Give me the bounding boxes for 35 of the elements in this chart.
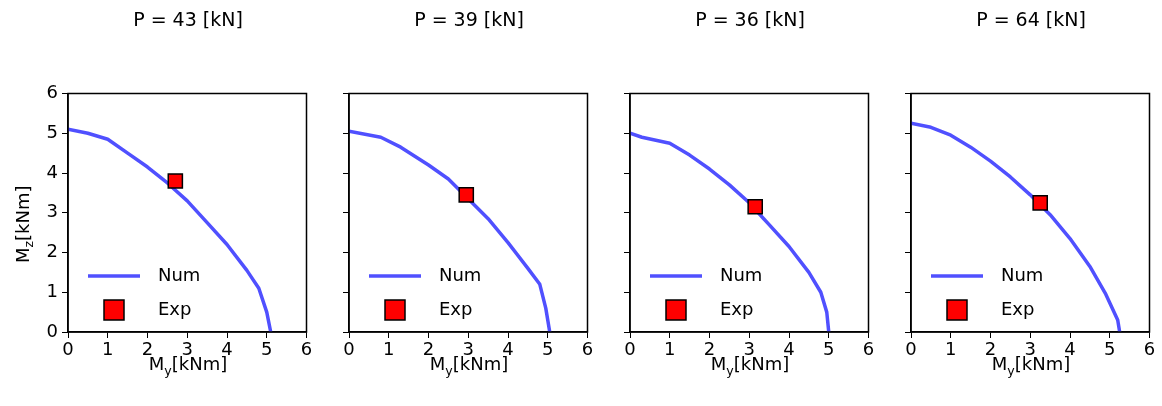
y-tick-label: 1 xyxy=(46,279,58,301)
x-tick-label: 1 xyxy=(664,338,676,360)
legend-label: Num xyxy=(439,263,482,285)
y-tick-label: 6 xyxy=(46,81,58,103)
y-tick-label: 3 xyxy=(46,200,58,222)
y-tick-label: 5 xyxy=(46,120,58,142)
legend-label: Exp xyxy=(158,297,192,319)
chart-title: P = 39 [kN] xyxy=(413,8,525,30)
x-tick-label: 6 xyxy=(581,338,594,360)
legend-label: Exp xyxy=(720,297,754,319)
x-tick-label: 6 xyxy=(300,338,313,360)
y-tick-label: 0 xyxy=(46,319,58,341)
y-tick-label: 2 xyxy=(46,240,58,262)
x-tick-label: 1 xyxy=(383,338,395,360)
legend-label: Exp xyxy=(439,297,473,319)
x-tick-label: 1 xyxy=(102,338,114,360)
x-tick-label: 5 xyxy=(1104,338,1116,360)
x-tick-label: 1 xyxy=(945,338,957,360)
legend-label: Num xyxy=(1001,263,1044,285)
chart-title: P = 43 [kN] xyxy=(132,8,244,30)
x-tick-label: 6 xyxy=(1143,338,1156,360)
legend-label: Num xyxy=(720,263,763,285)
x-tick-label: 5 xyxy=(542,338,554,360)
x-tick-label: 0 xyxy=(62,338,74,360)
chart-title: P = 64 [kN] xyxy=(975,8,1087,30)
legend-label: Exp xyxy=(1001,297,1035,319)
x-tick-label: 6 xyxy=(862,338,875,360)
y-tick-label: 4 xyxy=(46,160,58,182)
chart-title: P = 36 [kN] xyxy=(694,8,806,30)
x-tick-label: 0 xyxy=(905,338,917,360)
legend-label: Num xyxy=(158,263,201,285)
x-tick-label: 5 xyxy=(261,338,273,360)
x-tick-label: 5 xyxy=(823,338,835,360)
x-tick-label: 0 xyxy=(624,338,636,360)
x-tick-label: 0 xyxy=(343,338,355,360)
